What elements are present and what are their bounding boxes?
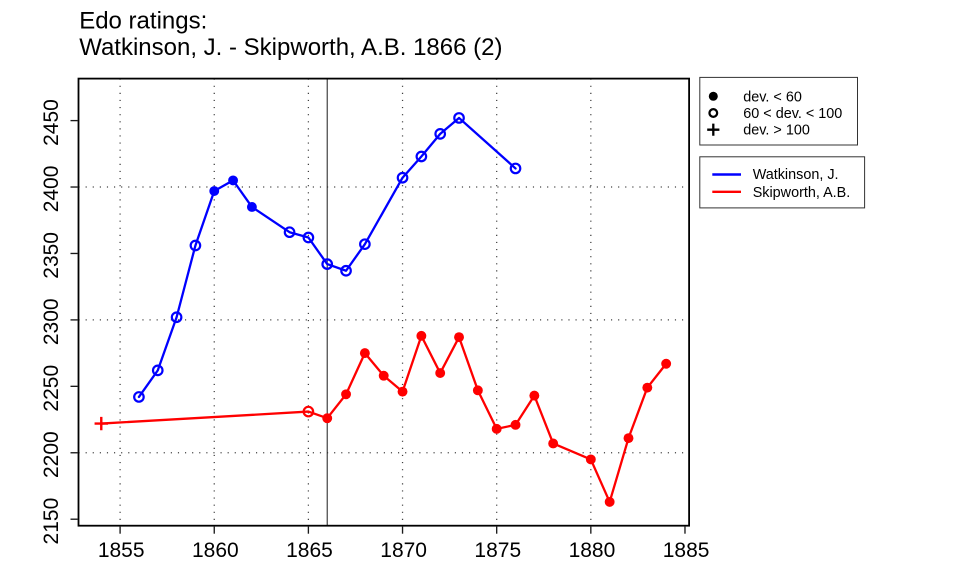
svg-text:Skipworth, A.B.: Skipworth, A.B. [753,185,851,201]
svg-text:Edo ratings:: Edo ratings: [79,8,207,35]
svg-text:1855: 1855 [98,539,145,562]
svg-text:dev. > 100: dev. > 100 [743,123,810,139]
svg-text:2150: 2150 [40,498,63,545]
svg-text:2300: 2300 [40,298,63,345]
svg-text:1880: 1880 [569,539,616,562]
svg-text:1860: 1860 [192,539,239,562]
svg-text:2450: 2450 [40,99,63,146]
svg-text:2200: 2200 [40,431,63,478]
svg-text:2400: 2400 [40,166,63,213]
svg-text:2350: 2350 [40,232,63,279]
svg-text:1865: 1865 [286,539,333,562]
svg-text:60 < dev. < 100: 60 < dev. < 100 [743,106,842,122]
svg-text:1875: 1875 [474,539,521,562]
svg-text:Watkinson, J. - Skipworth, A.B: Watkinson, J. - Skipworth, A.B. 1866 (2) [79,34,502,61]
svg-text:dev. < 60: dev. < 60 [743,89,802,105]
svg-text:Watkinson, J.: Watkinson, J. [753,167,839,183]
svg-text:2250: 2250 [40,365,63,412]
svg-text:1885: 1885 [663,539,710,562]
svg-text:1870: 1870 [380,539,427,562]
